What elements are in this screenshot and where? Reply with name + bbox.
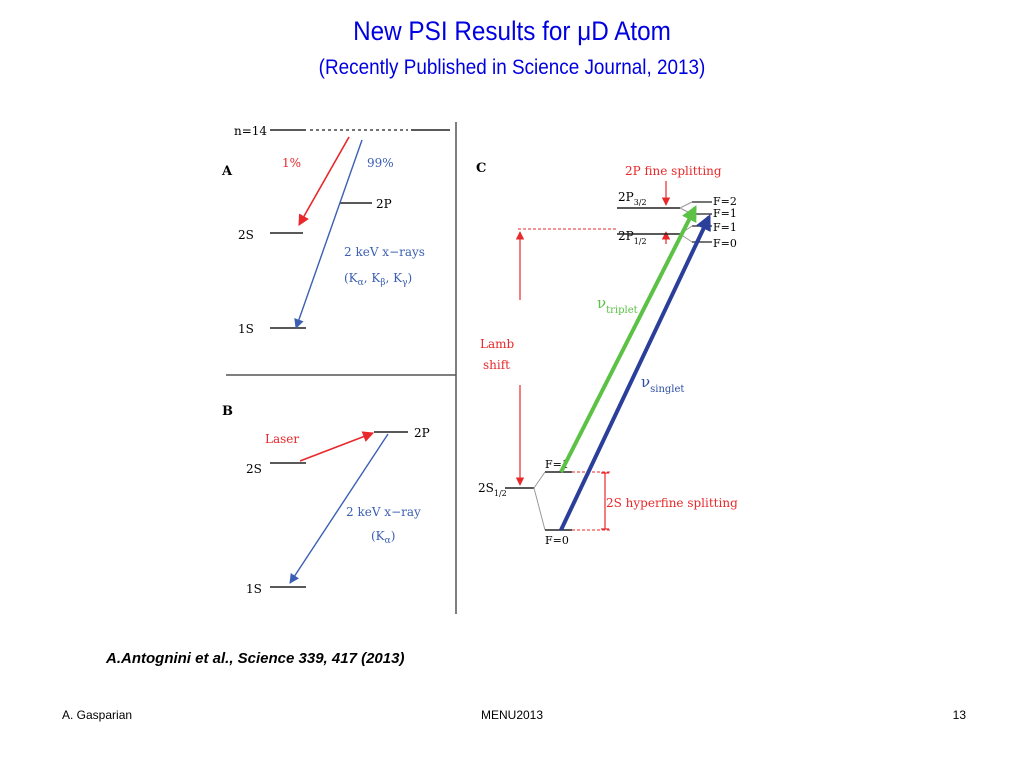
- level-2s-b-label: 2S: [246, 462, 262, 476]
- hyperfine-label: 2S hyperfine splitting: [606, 496, 738, 510]
- f2-label: F=2: [713, 195, 737, 208]
- footer-conference: MENU2013: [480, 708, 544, 722]
- arrow-blue-99pct: [294, 139, 363, 329]
- slide-title: New PSI Results for μD Atom: [353, 16, 671, 46]
- level-2p12-label: 2P1/2: [618, 229, 647, 246]
- citation: A.Antognini et al., Science 339, 417 (20…: [106, 650, 405, 667]
- lamb-label-1: Lamb: [480, 337, 515, 351]
- nu-singlet-label: νsinglet: [641, 373, 684, 395]
- panel-c-letter: C: [476, 161, 486, 176]
- arrow-red-1pct: [298, 136, 350, 226]
- level-2s12-label: 2S1/2: [478, 481, 507, 498]
- level-2p32-label: 2P3/2: [618, 190, 647, 207]
- slide-subtitle: (Recently Published in Science Journal, …: [318, 56, 706, 79]
- fine-splitting-label: 2P fine splitting: [625, 164, 722, 178]
- footer-author: A. Gasparian: [62, 708, 133, 722]
- nu-triplet-arrow: [559, 205, 697, 473]
- xrays-lines-a: (Kα, Kβ, Kγ): [344, 271, 412, 288]
- label-99pct: 99%: [367, 156, 394, 170]
- f1-lower-label: F=1: [713, 221, 737, 234]
- laser-label: Laser: [265, 432, 299, 446]
- f1-upper-label: F=1: [713, 207, 737, 220]
- level-2p-a-label: 2P: [376, 197, 392, 211]
- level-n14-label: n=14: [234, 124, 267, 138]
- level-2s12-split: [533, 471, 546, 531]
- level-1s-b-label: 1S: [246, 582, 262, 596]
- panel-b-letter: B: [222, 404, 233, 419]
- xray-line-b: (Kα): [371, 529, 395, 546]
- nu-singlet-arrow: [559, 214, 711, 531]
- footer-page-number: 13: [952, 708, 966, 722]
- panel-a-letter: A: [221, 164, 233, 179]
- f0-upper-label: F=0: [713, 237, 737, 250]
- arrow-laser: [299, 431, 375, 462]
- label-1pct: 1%: [282, 156, 301, 170]
- s-f0-label: F=0: [545, 534, 569, 547]
- arrow-blue-xray-b: [289, 433, 389, 584]
- level-2p-b-label: 2P: [414, 426, 430, 440]
- level-1s-a-label: 1S: [238, 322, 254, 336]
- level-2p32-split: [679, 201, 693, 215]
- level-2s-a-label: 2S: [238, 228, 254, 242]
- nu-triplet-label: νtriplet: [597, 294, 638, 316]
- lamb-label-2: shift: [483, 358, 510, 372]
- xrays-label-a: 2 keV x−rays: [344, 245, 425, 259]
- xray-label-b: 2 keV x−ray: [346, 505, 421, 519]
